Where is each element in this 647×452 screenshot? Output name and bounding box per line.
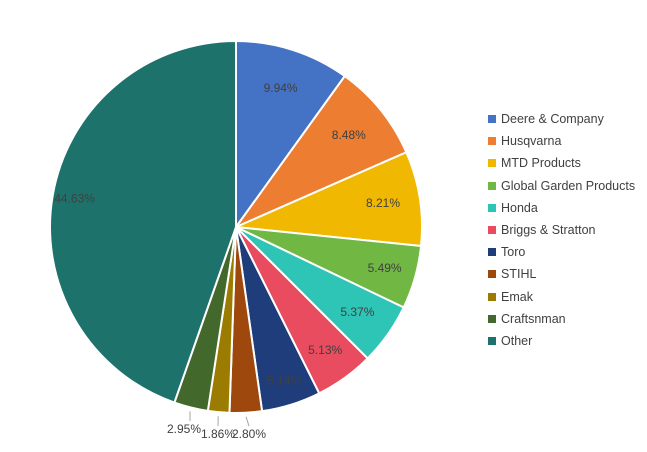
legend-swatch <box>488 248 496 257</box>
legend-item-global-garden-products: Global Garden Products <box>488 175 635 197</box>
legend-label: STIHL <box>501 267 537 282</box>
legend-item-craftsnman: Craftsnman <box>488 308 635 330</box>
legend-label: Deere & Company <box>501 112 604 127</box>
pie-slice-husqvarna <box>233 74 408 230</box>
legend-item-toro: Toro <box>488 241 635 263</box>
leader-lines <box>189 411 250 427</box>
legend-swatch <box>488 115 496 124</box>
legend-item-briggs-stratton: Briggs & Stratton <box>488 219 635 241</box>
legend-swatch <box>488 159 496 168</box>
legend-swatch <box>488 203 496 212</box>
legend-item-mtd-products: MTD Products <box>488 152 635 174</box>
legend-swatch <box>488 292 496 301</box>
data-label-honda: 5.37% <box>340 305 374 319</box>
legend-swatch <box>488 336 496 345</box>
data-label-mtd-products: 8.21% <box>366 196 400 210</box>
legend-item-deere-company: Deere & Company <box>488 108 635 130</box>
data-label-husqvarna: 8.48% <box>332 128 366 142</box>
pie-slice-mtd-products <box>232 150 423 248</box>
legend-label: Honda <box>501 200 538 215</box>
legend-label: MTD Products <box>501 156 581 171</box>
pie-slices <box>49 39 423 414</box>
legend-label: Emak <box>501 289 533 304</box>
legend-label: Toro <box>501 245 526 260</box>
legend-swatch <box>488 137 496 146</box>
data-label-stihl: 2.80% <box>232 427 266 441</box>
legend-item-stihl: STIHL <box>488 263 635 285</box>
legend-swatch <box>488 270 496 279</box>
legend-item-honda: Honda <box>488 197 635 219</box>
legend-item-emak: Emak <box>488 286 635 308</box>
data-label-other: 44.63% <box>54 192 95 206</box>
data-label-deere-company: 9.94% <box>264 81 298 95</box>
data-label-emak: 1.86% <box>201 427 235 441</box>
slice-labels: 9.94% 8.48% 8.21% 5.49% 5.37% 5.13% 5.14% 2.80%… <box>54 81 402 441</box>
legend-label: Global Garden Products <box>501 178 636 193</box>
legend-item-husqvarna: Husqvarna <box>488 130 635 152</box>
data-label-briggs-stratton: 5.13% <box>308 343 342 357</box>
legend-label: Briggs & Stratton <box>501 223 596 238</box>
chart-legend: Deere & Company Husqvarna MTD Products Glob… <box>488 108 635 352</box>
legend-label: Other <box>501 333 533 348</box>
data-label-craftsnman: 2.95% <box>167 422 201 436</box>
leader-line-stihl <box>245 416 250 427</box>
legend-label: Husqvarna <box>501 134 562 149</box>
pie-slice-other <box>49 39 237 404</box>
legend-swatch <box>488 226 496 235</box>
legend-label: Craftsnman <box>501 311 566 326</box>
pie-slice-deere-company <box>235 39 347 231</box>
data-label-global-garden-products: 5.49% <box>368 261 402 275</box>
data-label-toro: 5.14% <box>267 374 301 388</box>
legend-item-other: Other <box>488 330 635 352</box>
legend-swatch <box>488 314 496 323</box>
legend-swatch <box>488 181 496 190</box>
